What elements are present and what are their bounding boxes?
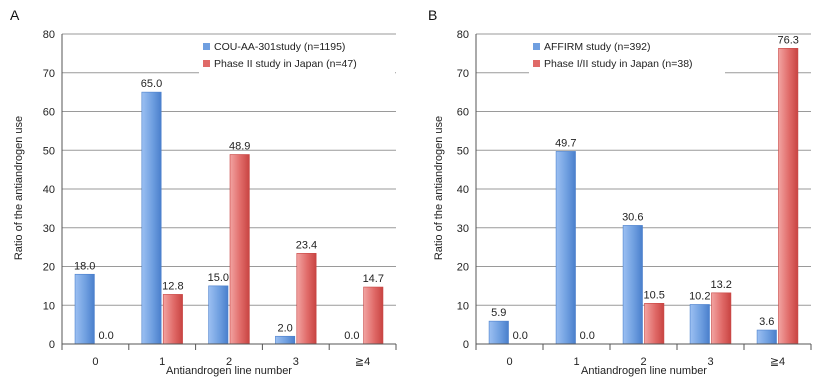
- x-tick-label: 3: [707, 356, 713, 368]
- data-label-a-s2-4: 14.7: [363, 273, 384, 285]
- legend-swatch-1: [533, 43, 540, 50]
- bar-a-s1-1: [141, 91, 162, 345]
- panel-label-b: B: [428, 7, 437, 23]
- data-label-b-s2-4: 76.3: [778, 34, 799, 46]
- x-axis-title-b: Antiandrogen line number: [581, 365, 707, 377]
- y-tick-label: 80: [457, 29, 469, 41]
- panel-label-a: A: [10, 7, 20, 23]
- bar-b-s2-3: [711, 292, 732, 345]
- x-tick-label: ≧4: [355, 356, 370, 368]
- x-tick-label: 2: [226, 356, 232, 368]
- y-tick-label: 30: [43, 223, 55, 235]
- data-label-b-s1-2: 30.6: [622, 211, 643, 223]
- y-axis-title-a: Ratio of the antiandrogen use: [13, 116, 25, 260]
- bar-b-s2-4: [778, 48, 799, 345]
- x-tick-label: ≧4: [770, 356, 785, 368]
- bar-a-s2-3: [296, 253, 317, 345]
- y-tick-label: 40: [457, 184, 469, 196]
- y-axis-title-b: Ratio of the antiandrogen use: [433, 116, 445, 260]
- bar-a-s2-2: [229, 154, 250, 345]
- y-tick-label: 10: [43, 300, 55, 312]
- x-tick-label: 1: [159, 356, 165, 368]
- chart-panel-b: B Ratio of the antiandrogen use Antiandr…: [428, 7, 812, 377]
- bar-b-s1-3: [689, 304, 710, 345]
- data-label-a-s2-0: 0.0: [98, 330, 113, 342]
- legend-swatch-1: [203, 43, 210, 50]
- x-tick-label: 1: [573, 356, 579, 368]
- legend-swatch-2: [203, 60, 210, 67]
- x-tick-label: 0: [506, 356, 512, 368]
- data-label-a-s2-3: 23.4: [296, 239, 317, 251]
- y-tick-label: 70: [43, 68, 55, 80]
- legend-swatch-2: [533, 60, 540, 67]
- bar-b-s1-2: [622, 225, 643, 345]
- y-tick-label: 40: [43, 184, 55, 196]
- y-tick-label: 80: [43, 29, 55, 41]
- y-tick-label: 70: [457, 68, 469, 80]
- bar-b-s2-2: [644, 303, 665, 345]
- bar-a-s1-0: [74, 273, 95, 345]
- data-label-b-s2-2: 10.5: [644, 289, 665, 301]
- data-label-b-s1-3: 10.2: [689, 290, 710, 302]
- legend-entry-2: Phase I/II study in Japan (n=38): [544, 58, 693, 70]
- bar-a-s1-2: [208, 285, 229, 345]
- x-tick-label: 3: [293, 356, 299, 368]
- bar-a-s2-1: [162, 294, 183, 345]
- data-label-a-s1-3: 2.0: [277, 322, 292, 334]
- data-label-b-s2-1: 0.0: [580, 330, 595, 342]
- x-axis-title-a: Antiandrogen line number: [166, 365, 292, 377]
- bar-a-s2-4: [363, 286, 384, 345]
- legend-entry-1: COU-AA-301study (n=1195): [214, 41, 345, 53]
- y-tick-label: 60: [457, 107, 469, 119]
- y-tick-label: 20: [457, 262, 469, 274]
- y-tick-label: 20: [43, 262, 55, 274]
- bar-b-s1-1: [555, 151, 576, 345]
- data-label-b-s2-3: 13.2: [711, 279, 732, 291]
- data-label-a-s2-2: 48.9: [229, 141, 250, 153]
- legend-entry-1: AFFIRM study (n=392): [544, 41, 651, 53]
- data-label-a-s2-1: 12.8: [162, 280, 183, 292]
- y-tick-label: 30: [457, 223, 469, 235]
- data-label-a-s1-0: 18.0: [74, 260, 95, 272]
- bar-a-s1-3: [275, 335, 296, 345]
- data-label-b-s2-0: 0.0: [513, 330, 528, 342]
- legend-background: [529, 37, 725, 75]
- x-tick-label: 2: [640, 356, 646, 368]
- y-tick-label: 0: [463, 339, 469, 351]
- data-label-a-s1-4: 0.0: [344, 330, 359, 342]
- y-tick-label: 50: [457, 145, 469, 157]
- data-label-a-s1-2: 15.0: [208, 272, 229, 284]
- y-tick-label: 0: [49, 339, 55, 351]
- legend-background: [199, 37, 395, 75]
- data-label-a-s1-1: 65.0: [141, 78, 162, 90]
- bar-b-s1-4: [756, 329, 777, 345]
- y-tick-label: 50: [43, 145, 55, 157]
- data-label-b-s1-4: 3.6: [759, 316, 774, 328]
- data-label-b-s1-1: 49.7: [555, 137, 576, 149]
- bar-b-s1-0: [488, 320, 509, 345]
- x-tick-label: 0: [92, 356, 98, 368]
- y-tick-label: 60: [43, 107, 55, 119]
- chart-panel-a: A Ratio of the antiandrogen use Antiandr…: [10, 7, 397, 377]
- data-label-b-s1-0: 5.9: [491, 307, 506, 319]
- y-tick-label: 10: [457, 300, 469, 312]
- legend-entry-2: Phase II study in Japan (n=47): [214, 58, 357, 70]
